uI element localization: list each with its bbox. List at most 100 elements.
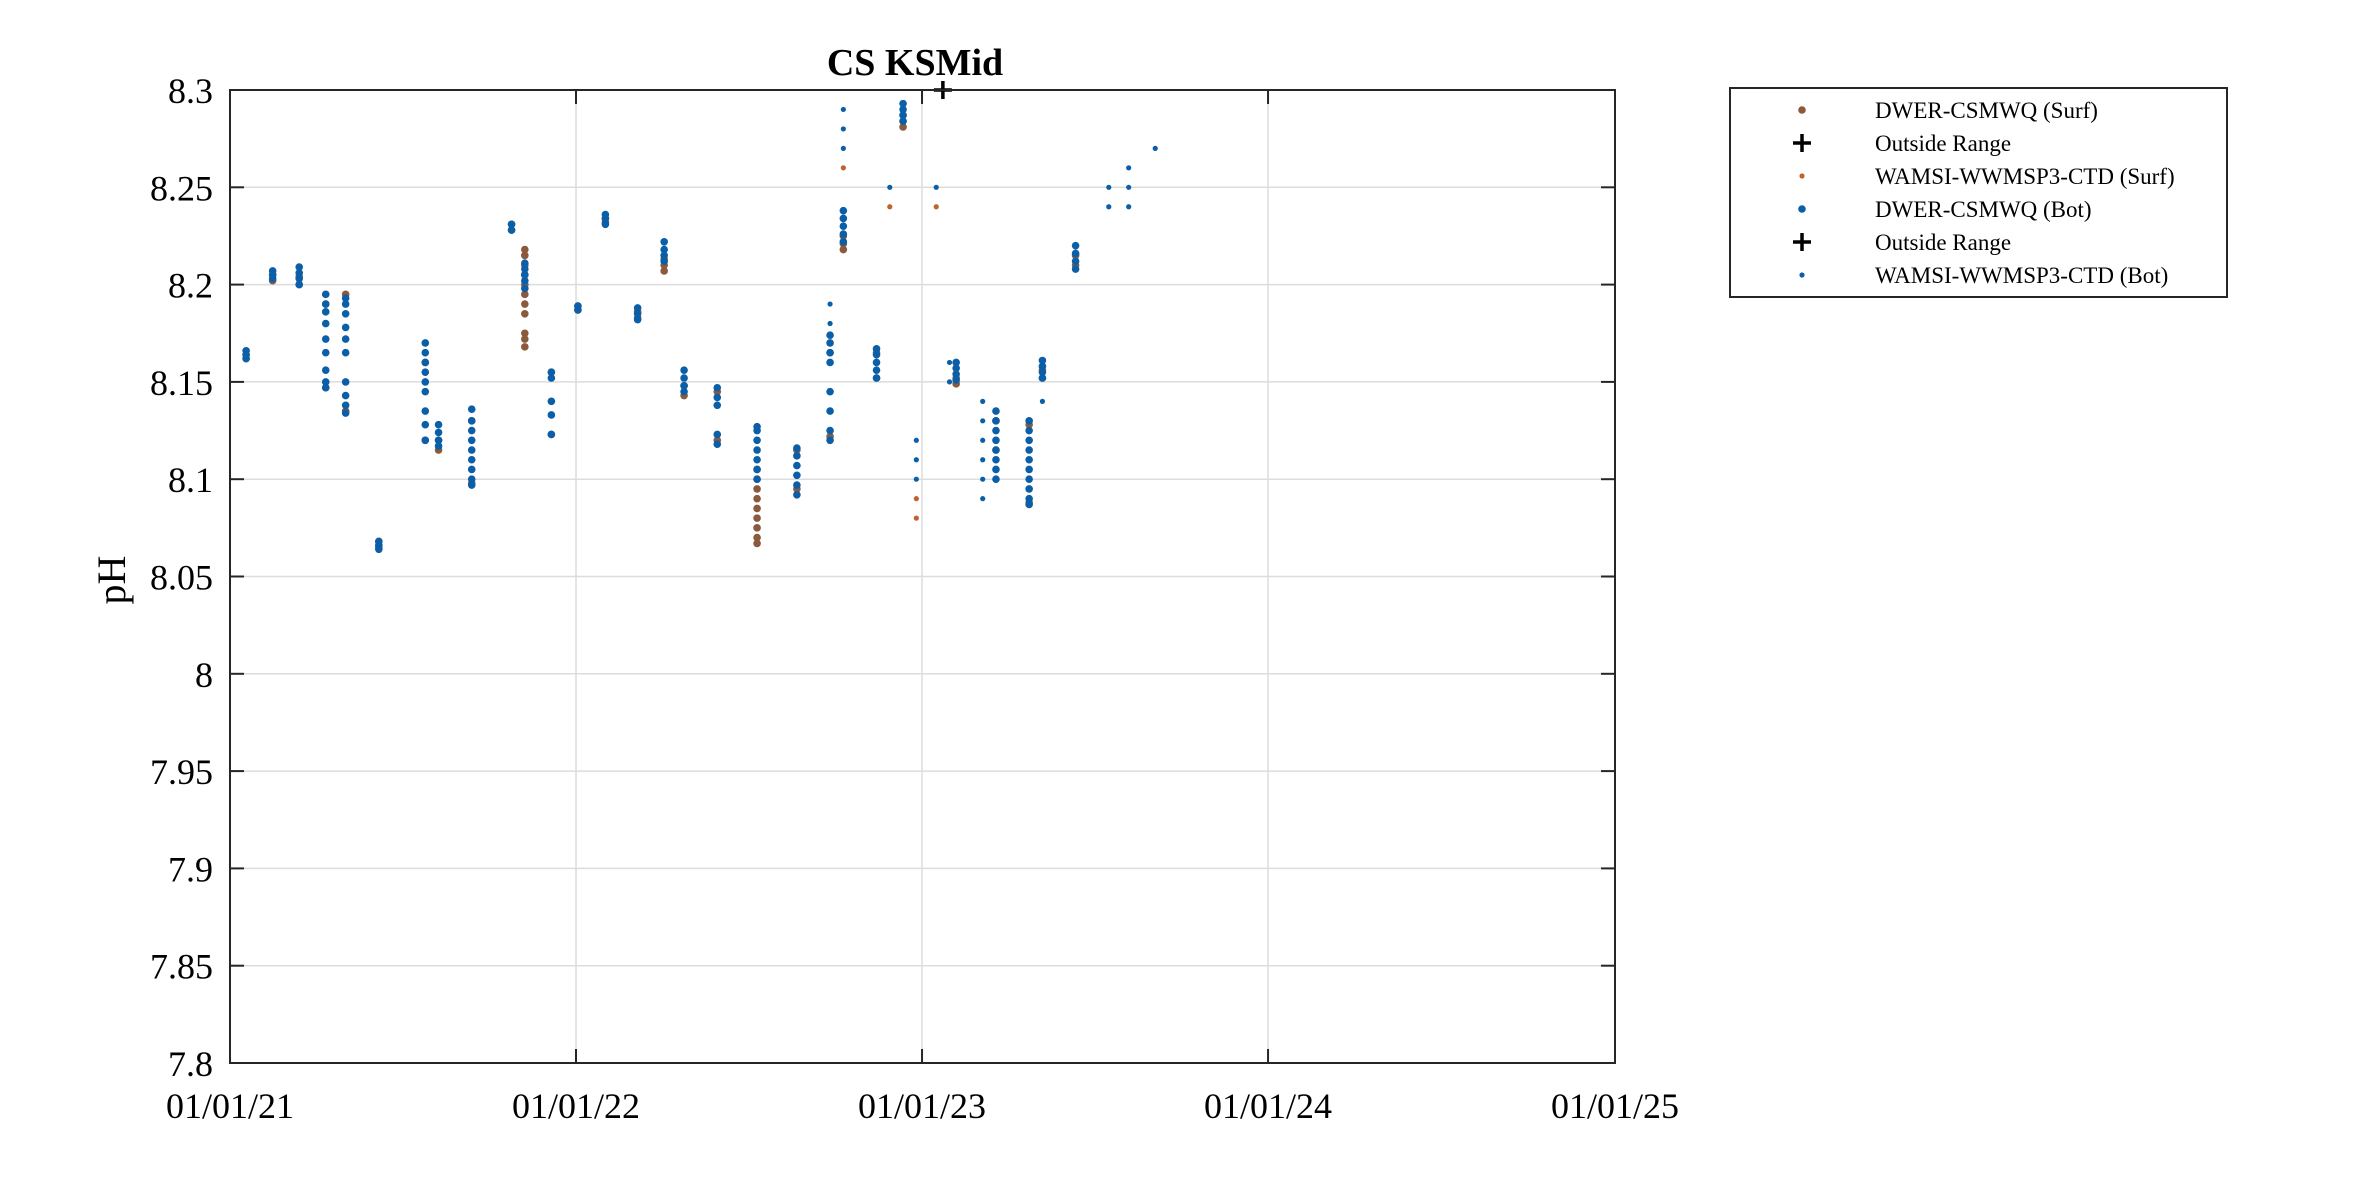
data-point xyxy=(341,348,350,357)
data-point xyxy=(992,465,1000,474)
data-point xyxy=(1025,475,1033,484)
legend-label: DWER-CSMWQ (Bot) xyxy=(1875,197,2092,222)
data-points xyxy=(242,81,1158,554)
data-point xyxy=(952,370,960,378)
data-point xyxy=(992,436,1000,445)
data-point xyxy=(1126,165,1132,171)
data-point xyxy=(952,358,960,367)
data-point xyxy=(713,383,722,392)
y-tick-label: 8.15 xyxy=(150,363,213,403)
legend-marker xyxy=(1799,173,1805,179)
data-point xyxy=(341,309,350,318)
grid xyxy=(230,90,1615,1063)
data-point xyxy=(1106,204,1112,210)
data-point xyxy=(899,111,907,120)
data-point xyxy=(341,335,350,343)
y-tick-label: 8.25 xyxy=(150,168,213,208)
data-point xyxy=(826,436,834,445)
data-point xyxy=(268,267,277,275)
legend-label: Outside Range xyxy=(1875,131,2011,156)
data-point xyxy=(680,387,688,396)
data-point xyxy=(574,302,582,310)
data-point xyxy=(753,485,761,493)
data-point xyxy=(713,440,722,448)
data-point xyxy=(601,210,610,219)
data-point xyxy=(793,471,801,480)
data-point xyxy=(242,346,250,355)
data-point xyxy=(933,204,939,210)
data-point xyxy=(421,348,430,357)
data-point xyxy=(321,366,330,375)
y-tick-label: 8.3 xyxy=(168,71,213,111)
data-point xyxy=(1038,368,1047,376)
y-tick-labels: 7.8 7.85 7.9 7.95 8 8.05 8.1 8.15 8.2 8.25 8.3 xyxy=(150,71,213,1084)
data-point xyxy=(840,126,846,132)
data-point xyxy=(547,430,556,439)
y-tick-label: 8.05 xyxy=(150,558,213,598)
data-point xyxy=(1071,249,1080,258)
data-point xyxy=(980,476,986,482)
data-point xyxy=(753,494,761,503)
data-point xyxy=(1038,362,1047,371)
x-tick-label: 01/01/25 xyxy=(1551,1086,1679,1126)
ticks xyxy=(229,89,1616,1064)
data-point xyxy=(434,428,443,437)
data-point xyxy=(341,294,350,303)
data-point xyxy=(753,446,761,454)
data-point xyxy=(753,514,761,522)
data-point xyxy=(467,446,476,454)
x-tick-label: 01/01/21 xyxy=(166,1086,294,1126)
data-point xyxy=(913,476,919,482)
data-point xyxy=(899,117,907,125)
data-point xyxy=(434,436,443,445)
data-point xyxy=(913,496,919,502)
data-point xyxy=(980,398,986,404)
data-point xyxy=(421,407,430,415)
y-tick-label: 8 xyxy=(195,655,213,695)
data-point xyxy=(913,515,919,521)
data-point xyxy=(467,481,476,489)
data-point xyxy=(952,376,960,384)
data-point xyxy=(840,106,846,113)
x-tick-label: 01/01/22 xyxy=(512,1086,640,1126)
data-point xyxy=(295,269,304,277)
data-point xyxy=(826,426,834,435)
data-point xyxy=(992,475,1000,484)
x-tick-label: 01/01/24 xyxy=(1204,1086,1332,1126)
data-point xyxy=(839,237,848,246)
data-point xyxy=(341,378,350,386)
data-point xyxy=(341,391,350,400)
data-point xyxy=(753,504,761,513)
data-point xyxy=(467,475,476,484)
legend-marker xyxy=(1793,134,1811,152)
data-point xyxy=(633,309,642,318)
data-point xyxy=(321,383,330,392)
data-point xyxy=(467,426,476,435)
data-point xyxy=(793,490,801,499)
data-point xyxy=(521,259,529,267)
data-point xyxy=(521,284,529,293)
data-point xyxy=(992,407,1000,415)
data-point xyxy=(1025,485,1033,493)
data-point xyxy=(952,364,960,373)
data-point xyxy=(753,524,761,532)
data-point xyxy=(660,245,668,254)
data-point xyxy=(547,368,556,376)
data-point xyxy=(467,417,476,425)
data-point xyxy=(295,280,304,289)
data-point xyxy=(793,452,801,460)
data-point xyxy=(1025,436,1033,445)
data-point xyxy=(913,437,919,443)
data-point xyxy=(1071,241,1080,250)
data-point xyxy=(793,461,801,470)
data-point xyxy=(295,263,304,271)
data-point xyxy=(547,374,556,382)
data-point xyxy=(434,442,443,450)
data-point xyxy=(1038,356,1047,365)
data-point xyxy=(753,455,761,464)
data-point xyxy=(840,145,846,151)
data-point xyxy=(826,331,834,339)
data-point xyxy=(321,348,330,357)
data-point xyxy=(547,397,556,406)
